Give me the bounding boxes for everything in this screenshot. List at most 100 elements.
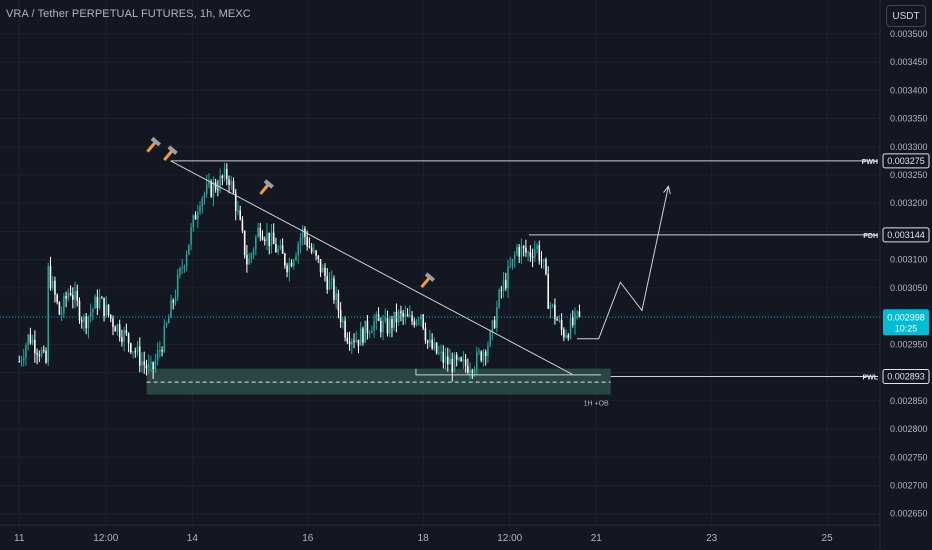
- candle-body: [551, 304, 554, 306]
- candle-body: [132, 351, 134, 353]
- candle-body: [440, 351, 442, 353]
- hammer-icon: [420, 272, 436, 289]
- candle-body: [114, 327, 116, 332]
- candle-body: [152, 362, 154, 370]
- candle-body: [442, 351, 445, 363]
- time-tick-label: 25: [822, 533, 834, 544]
- candle-body: [163, 325, 166, 352]
- candle-body: [208, 181, 210, 185]
- candle-body: [272, 232, 275, 245]
- candle-body: [534, 249, 536, 258]
- candle-body: [518, 247, 520, 257]
- candle-body: [547, 274, 549, 309]
- candle-body: [446, 356, 449, 365]
- candle-body: [469, 370, 471, 373]
- candle-body: [27, 334, 29, 346]
- candle-body: [230, 181, 233, 185]
- price-tick-label: 0.003450: [890, 57, 928, 67]
- candle-body: [286, 265, 288, 273]
- candle-body: [239, 210, 241, 220]
- candle-body: [60, 313, 63, 315]
- price-tick-label: 0.002950: [890, 339, 928, 349]
- candle-body: [194, 215, 197, 220]
- candle-body: [268, 232, 270, 246]
- candle-body: [212, 182, 215, 197]
- candle-body: [540, 260, 543, 262]
- candle-body: [426, 340, 429, 343]
- candle-body: [444, 356, 447, 363]
- candle-body: [507, 266, 509, 289]
- candle-body: [558, 320, 561, 322]
- time-axis[interactable]: 11 12:00 14 16 18 12:00 21 23 25: [0, 524, 880, 544]
- candle-body: [319, 259, 322, 273]
- candle-body: [574, 312, 576, 325]
- candle-body: [538, 245, 541, 261]
- candle-body: [101, 297, 103, 299]
- candle-body: [118, 324, 121, 338]
- candle-body: [167, 317, 170, 324]
- candle-body: [185, 254, 188, 267]
- candle-body: [328, 279, 331, 290]
- candle-body: [252, 249, 255, 254]
- candle-body: [85, 316, 87, 329]
- candle-body: [292, 260, 295, 267]
- currency-button[interactable]: USDT: [886, 5, 926, 27]
- candle-body: [127, 333, 130, 344]
- candle-body: [266, 232, 268, 242]
- hammer-markers: [146, 136, 436, 289]
- annotation-overlays: PWH PDH PWL: [0, 159, 880, 382]
- time-tick-label: 21: [591, 533, 603, 544]
- candle-body: [527, 252, 529, 254]
- hammer-icon: [163, 145, 178, 162]
- candle-body: [431, 339, 433, 349]
- order-block-rect: [146, 368, 611, 395]
- candle-body: [154, 360, 157, 370]
- chart-title: VRA / Tether PERPETUAL FUTURES, 1h, MEXC: [6, 8, 251, 20]
- candle-body: [545, 259, 547, 275]
- candle-body: [76, 291, 79, 301]
- hammer-head: [424, 272, 436, 282]
- candle-body: [214, 182, 217, 190]
- candle-body: [344, 320, 346, 338]
- candle-body: [565, 335, 567, 338]
- candle-body: [159, 350, 161, 352]
- candle-body: [393, 311, 395, 328]
- candle-body: [491, 320, 494, 332]
- candle-body: [382, 320, 384, 333]
- candle-body: [513, 254, 516, 260]
- time-tick-label: 14: [187, 533, 199, 544]
- candle-body: [464, 359, 467, 366]
- candle-body: [98, 297, 101, 308]
- candle-body: [105, 304, 108, 317]
- candle-body: [205, 184, 208, 194]
- candle-body: [275, 244, 277, 253]
- candle-body: [257, 227, 259, 238]
- hammer-head: [167, 145, 178, 155]
- price-tick-label: 0.003250: [890, 170, 928, 180]
- candle-body: [371, 330, 373, 333]
- price-tick-label: 0.002700: [890, 480, 928, 490]
- candle-body: [279, 245, 282, 249]
- candle-body: [505, 280, 507, 289]
- candle-body: [40, 349, 43, 357]
- price-axis[interactable]: 0.003500 0.003450 0.003400 0.003350 0.003300…: [879, 0, 930, 550]
- candle-body: [103, 297, 105, 317]
- candle-body: [453, 354, 456, 372]
- candle-body: [413, 321, 416, 326]
- candle-body: [476, 352, 478, 370]
- candle-body: [324, 267, 326, 277]
- candle-body: [310, 247, 313, 252]
- time-tick-label: 12:00: [93, 533, 118, 544]
- candle-body: [482, 351, 485, 361]
- candle-body: [138, 346, 141, 366]
- candle-body: [355, 339, 358, 342]
- candle-body: [348, 341, 351, 345]
- candle-body: [80, 320, 83, 322]
- candle-body: [406, 314, 409, 317]
- price-tick-label: 0.002650: [890, 509, 928, 519]
- candle-body: [467, 365, 469, 373]
- candle-body: [380, 320, 382, 333]
- candle-body: [388, 319, 391, 334]
- hammer-handle: [420, 276, 431, 289]
